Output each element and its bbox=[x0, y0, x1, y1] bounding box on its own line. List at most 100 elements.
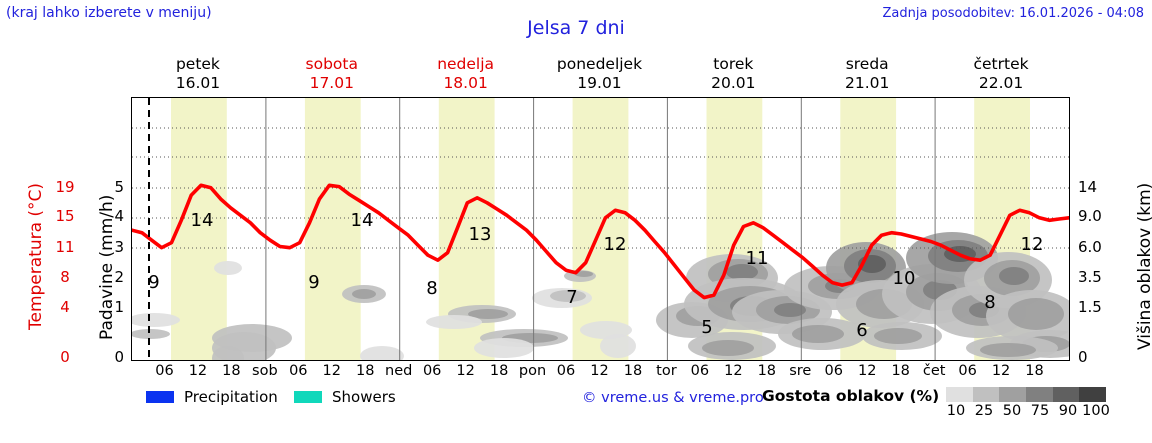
cloud-density-blob bbox=[575, 271, 593, 277]
cloud-tick-1-5: 1.5 bbox=[1078, 298, 1102, 316]
day-header-petek: petek 16.01 bbox=[131, 55, 265, 93]
daylight-band bbox=[171, 98, 227, 360]
x-tick-26: 18 bbox=[1025, 363, 1044, 379]
precip-tick-1: 1 bbox=[114, 298, 124, 316]
temp-tick-4: 4 bbox=[60, 298, 70, 316]
cloud-density-tick-90: 90 bbox=[1058, 403, 1078, 419]
x-tick-21: 12 bbox=[857, 363, 877, 379]
cloud-density-tick-10: 10 bbox=[946, 403, 966, 419]
x-tick-3: sob bbox=[252, 363, 278, 379]
day-name: sobota bbox=[305, 55, 358, 73]
x-tick-23: čet bbox=[922, 363, 946, 379]
temp-extreme-label: 6 bbox=[856, 320, 867, 341]
cloud-density-tick-75: 75 bbox=[1030, 403, 1050, 419]
day-date: 20.01 bbox=[711, 74, 756, 92]
cloud-density-swatch-50 bbox=[999, 387, 1027, 402]
temperature-extreme-labels: 9 14 9 14 8 13 7 12 5 11 6 10 8 12 bbox=[148, 210, 1043, 341]
cloud-density-blob bbox=[702, 340, 754, 356]
x-tick-24: 06 bbox=[958, 363, 977, 379]
temp-extreme-label: 14 bbox=[191, 210, 214, 231]
meteogram-plot: 9 14 9 14 8 13 7 12 5 11 6 10 8 12 bbox=[131, 97, 1070, 361]
x-tick-19: sre bbox=[789, 363, 812, 379]
temp-extreme-label: 9 bbox=[148, 272, 159, 293]
cloud-density-blob bbox=[726, 264, 758, 280]
x-tick-2: 18 bbox=[222, 363, 241, 379]
temp-extreme-label: 14 bbox=[351, 210, 374, 231]
weekend-shading-group bbox=[171, 98, 1030, 360]
day-header-ponedeljek: ponedeljek 19.01 bbox=[533, 55, 667, 93]
x-tick-10: 18 bbox=[489, 363, 509, 379]
day-date: 22.01 bbox=[978, 74, 1024, 92]
cloud-density-blob bbox=[132, 329, 170, 339]
temp-extreme-label: 11 bbox=[746, 248, 769, 269]
day-name: nedelja bbox=[437, 55, 495, 73]
last-update-label: Zadnja posodobitev: 16.01.2026 - 04:08 bbox=[882, 6, 1144, 21]
precip-tick-2: 2 bbox=[114, 268, 124, 286]
temp-extreme-label: 13 bbox=[469, 224, 492, 245]
x-tick-5: 12 bbox=[322, 363, 341, 379]
temperature-axis-title: Temperatura (°C) bbox=[26, 182, 46, 330]
precip-tick-5: 5 bbox=[114, 178, 124, 196]
day-header-torek: torek 20.01 bbox=[666, 55, 800, 93]
cloud-density-blob bbox=[600, 334, 636, 358]
showers-legend-label: Showers bbox=[332, 388, 396, 406]
x-tick-20: 06 bbox=[824, 363, 843, 379]
cloud-density-blob bbox=[792, 325, 844, 343]
cloud-density-blob bbox=[212, 346, 244, 360]
x-tick-8: 06 bbox=[422, 363, 442, 379]
plot-svg: 9 14 9 14 8 13 7 12 5 11 6 10 8 12 bbox=[132, 98, 1069, 360]
showers-legend-swatch bbox=[294, 391, 322, 403]
cloud-density-tick-50: 50 bbox=[1002, 403, 1022, 419]
temp-tick-19: 19 bbox=[55, 178, 75, 196]
cloud-density-blob bbox=[474, 338, 534, 358]
cloud-density-legend-title: Gostota oblakov (%) bbox=[762, 387, 940, 405]
x-tick-11: pon bbox=[518, 363, 547, 379]
day-name: petek bbox=[175, 55, 220, 73]
temp-extreme-label: 10 bbox=[893, 268, 916, 289]
x-tick-25: 12 bbox=[991, 363, 1011, 379]
cloud-tick-6-0: 6.0 bbox=[1078, 238, 1102, 256]
credit-label[interactable]: © vreme.us & vreme.pro bbox=[582, 390, 764, 406]
day-date: 21.01 bbox=[845, 74, 890, 92]
precip-tick-4: 4 bbox=[114, 207, 124, 225]
x-tick-12: 06 bbox=[556, 363, 576, 379]
day-name: četrtek bbox=[973, 55, 1029, 73]
x-tick-4: 06 bbox=[289, 363, 308, 379]
cloud-tick-3-5: 3.5 bbox=[1078, 268, 1102, 286]
cloud-density-colorbar bbox=[946, 387, 1107, 402]
day-date: 18.01 bbox=[443, 74, 488, 92]
cloud-density-swatch-90 bbox=[1052, 387, 1080, 402]
cloud-density-swatch-75 bbox=[1026, 387, 1053, 402]
precip-tick-3: 3 bbox=[114, 238, 124, 256]
cloud-density-blob bbox=[980, 343, 1036, 357]
cloud-density-blob bbox=[774, 303, 806, 317]
x-tick-14: 18 bbox=[623, 363, 643, 379]
x-tick-9: 12 bbox=[456, 363, 475, 379]
x-tick-22: 18 bbox=[891, 363, 910, 379]
day-header-sreda: sreda 21.01 bbox=[800, 55, 934, 93]
temp-extreme-label: 7 bbox=[566, 287, 577, 308]
cloud-density-tick-100: 100 bbox=[1082, 403, 1110, 419]
precipitation-legend-swatch bbox=[146, 391, 174, 403]
x-tick-15: tor bbox=[656, 363, 677, 379]
precipitation-legend-label: Precipitation bbox=[184, 388, 278, 406]
temp-extreme-label: 8 bbox=[984, 292, 995, 313]
cloud-density-colorbar-ticks: 10 25 50 75 90 100 bbox=[940, 403, 1115, 421]
x-tick-7: ned bbox=[385, 363, 413, 379]
cloud-density-blob bbox=[468, 309, 508, 319]
cloud-density-swatch-25 bbox=[972, 387, 1000, 402]
x-tick-18: 18 bbox=[757, 363, 777, 379]
cloud-density-blob bbox=[360, 346, 404, 360]
location-menu-hint[interactable]: (kraj lahko izberete v meniju) bbox=[6, 5, 212, 21]
precip-tick-0: 0 bbox=[114, 348, 124, 366]
cloud-density-blob bbox=[214, 261, 242, 275]
temp-extreme-label: 5 bbox=[701, 317, 712, 338]
day-date: 16.01 bbox=[175, 74, 221, 92]
cloud-tick-9-0: 9.0 bbox=[1078, 207, 1102, 225]
cloud-height-axis-title: Višina oblakov (km) bbox=[1135, 182, 1152, 350]
temp-extreme-label: 8 bbox=[426, 278, 437, 299]
day-date: 17.01 bbox=[309, 74, 354, 92]
temperature-curve bbox=[132, 183, 1069, 300]
cloud-density-blob bbox=[352, 289, 376, 299]
x-tick-1: 12 bbox=[188, 363, 208, 379]
